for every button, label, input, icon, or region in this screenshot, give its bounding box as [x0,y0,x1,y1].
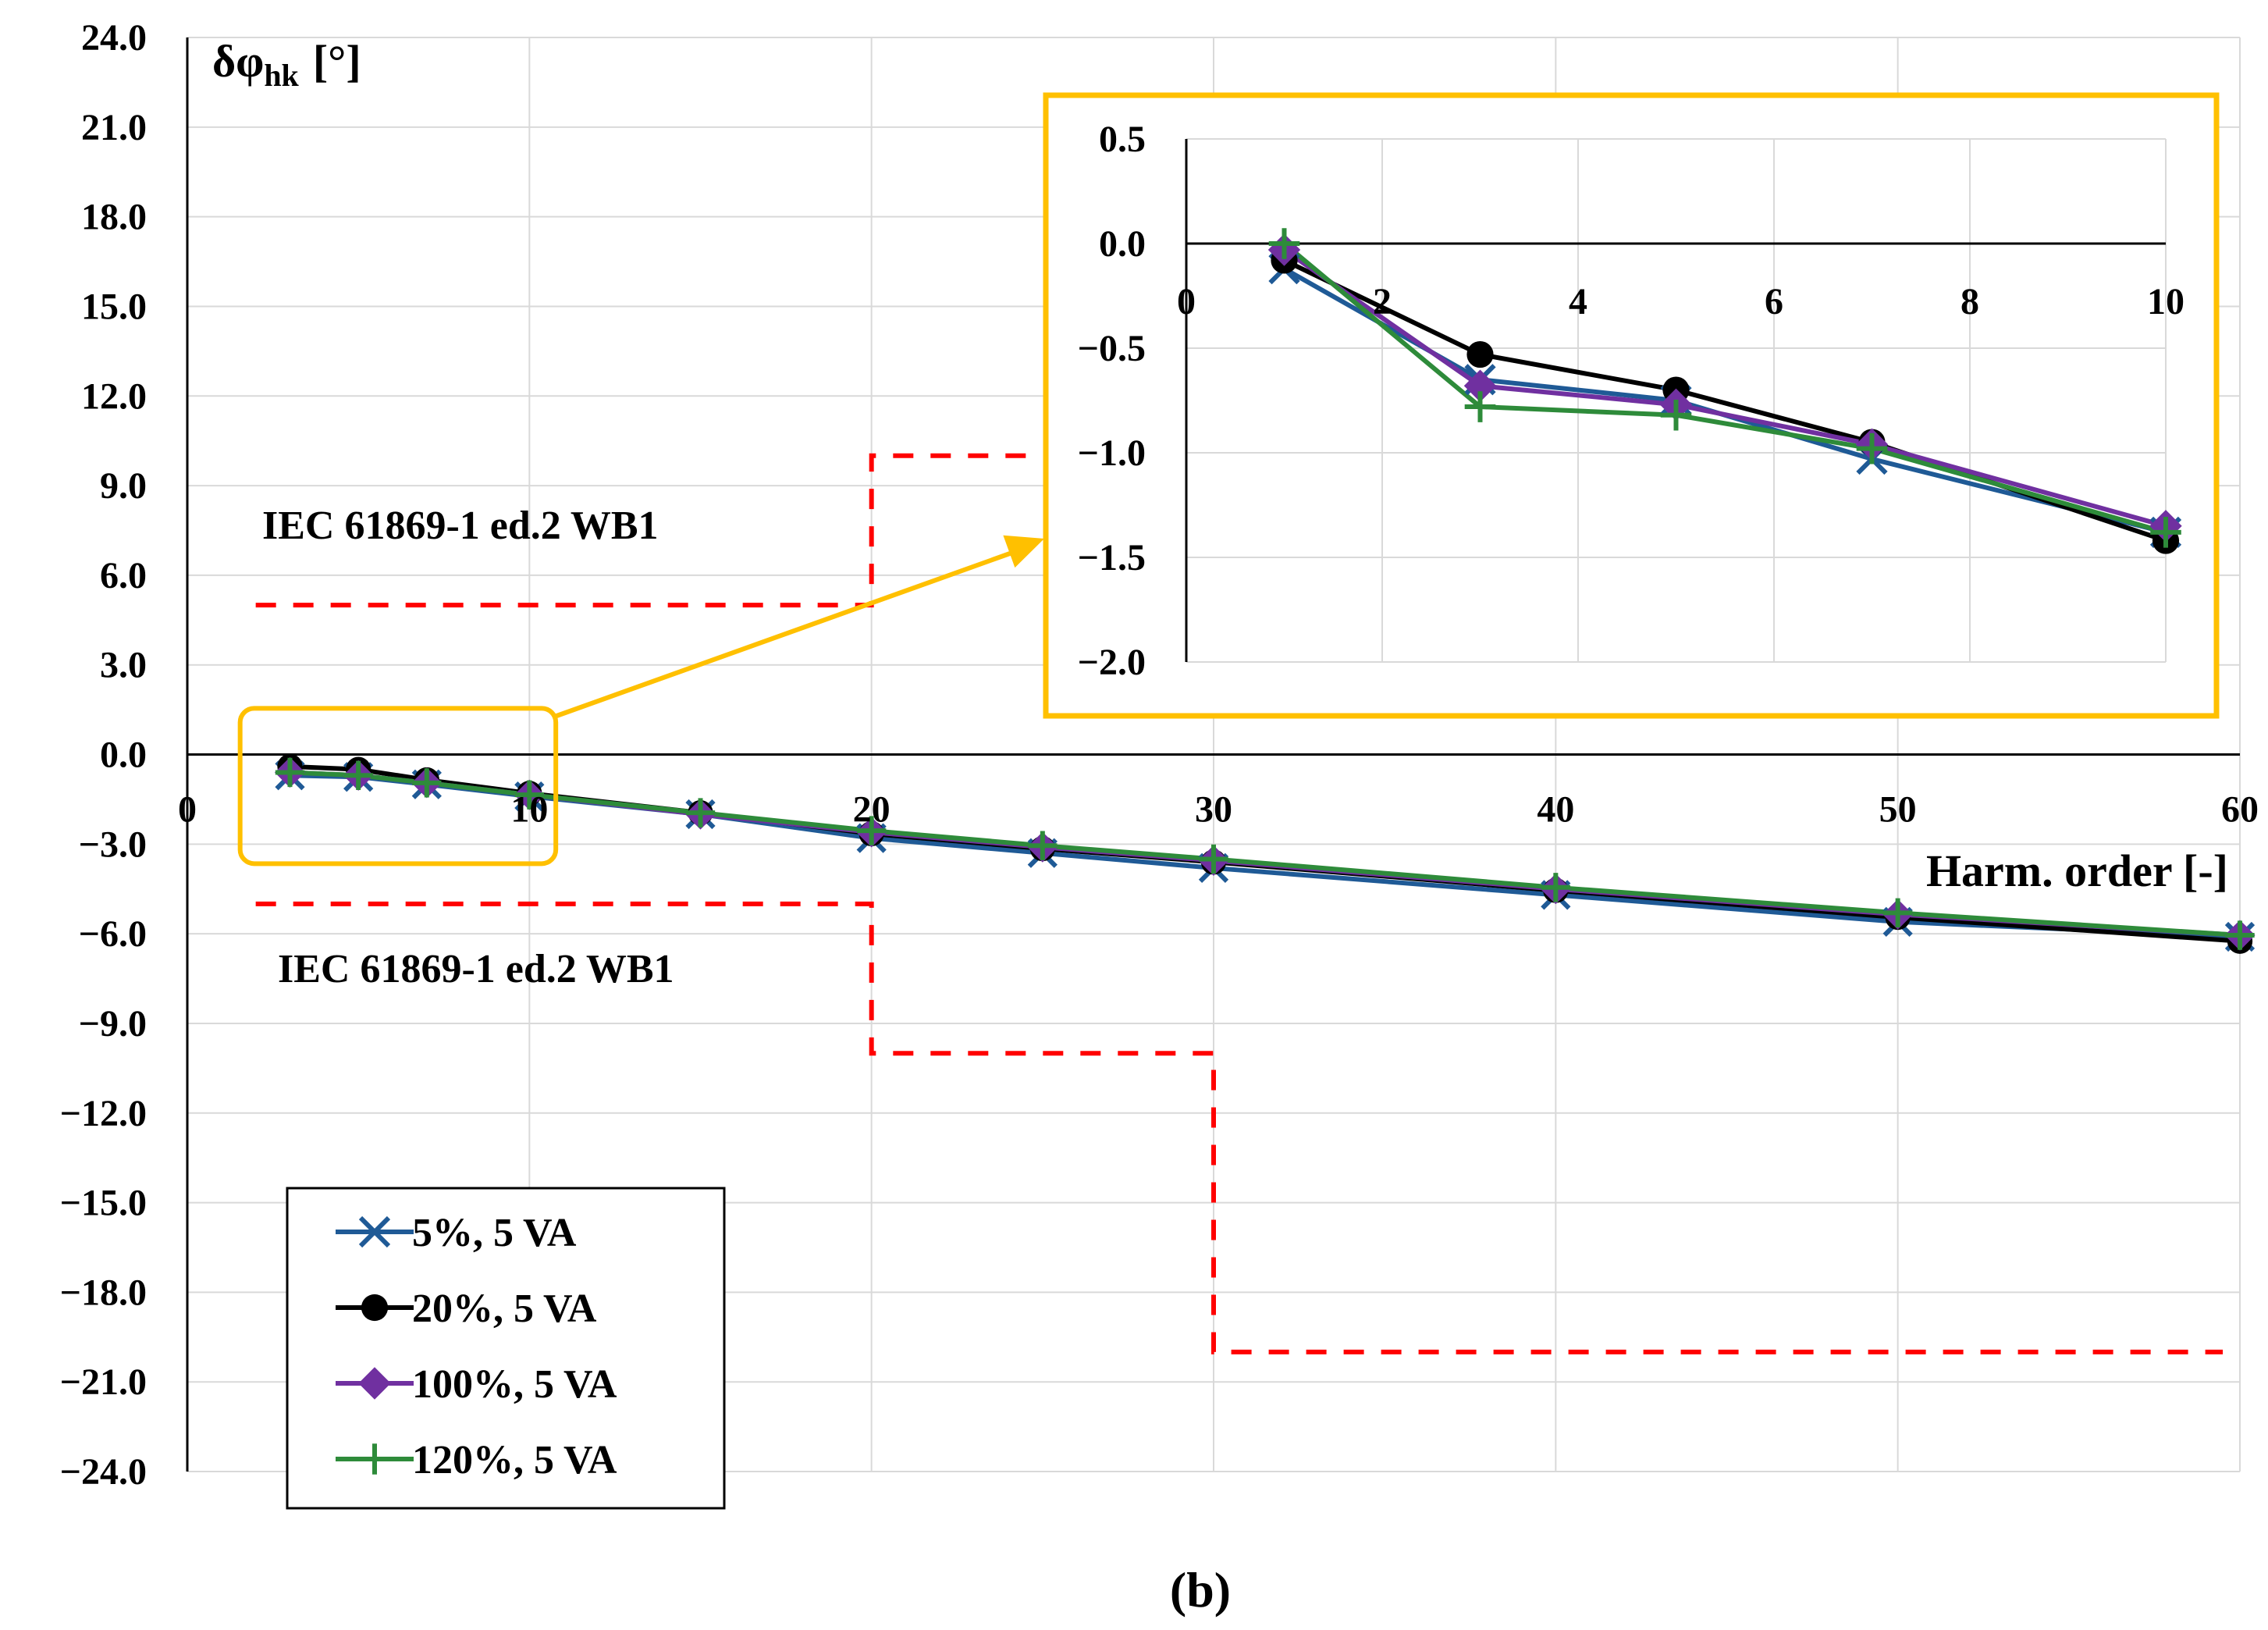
inset-y-tick-label: −0.5 [1078,328,1146,369]
x-tick-label: 50 [1879,789,1917,831]
limit-lines [255,453,2224,1354]
inset-data-point [1464,391,1496,422]
legend-label: 20%, 5 VA [412,1287,597,1331]
y-tick-label: 0.0 [100,735,147,776]
data-point [2225,920,2255,950]
inset-y-tick-label: −1.0 [1078,432,1146,474]
inset-y-tick-label: 0.5 [1099,119,1146,160]
y-tick-label: 6.0 [100,555,147,596]
y-tick-label: 9.0 [100,465,147,507]
data-point [856,816,887,845]
data-point [1541,873,1571,902]
legend-item: 20%, 5 VA [336,1287,597,1331]
inset-data-point [2150,517,2181,548]
limit-line-lower [255,901,2224,1354]
zoom-arrow-line [555,547,1022,719]
x-tick-label: 30 [1195,789,1232,831]
data-point [1028,831,1058,860]
legend-item: 120%, 5 VA [336,1438,617,1482]
data-point [343,760,373,790]
inset-tick-labels: 0.5 0.0 −0.5 −1.0 −1.5 −2.0 0 2 4 6 8 10 [1078,119,2184,683]
y-tick-label: −15.0 [60,1183,147,1224]
legend-swatch-marker [358,1215,391,1248]
data-point [1882,898,1913,928]
main-tick-labels: 24.0 21.0 18.0 15.0 12.0 9.0 6.0 3.0 0.0 −3.0 −6.0… [60,17,2259,1493]
zoom-highlight [237,535,1044,867]
inset-y-tick-label: −2.0 [1078,642,1146,683]
x-tick-label: 40 [1537,789,1574,831]
y-tick-label: 24.0 [81,17,147,59]
y-tick-label: 3.0 [100,645,147,686]
y-tick-label: 21.0 [81,107,147,148]
x-tick-label: 10 [510,789,548,831]
inset-data-point [1856,432,1888,464]
inset-y-tick-label: 0.0 [1099,223,1146,265]
legend-label: 100%, 5 VA [412,1362,617,1407]
inset-series [1267,228,2182,554]
data-point [685,798,716,827]
y-axis-title: δφhk [°] [212,36,361,93]
inset-x-tick-label: 4 [1569,281,1587,322]
inset-x-tick-label: 0 [1177,281,1196,322]
x-tick-label: 20 [853,789,890,831]
limit-line-upper [255,453,1043,608]
x-axis-title: Harm. order [-] [1926,845,2228,896]
inset-y-tick-label: −1.5 [1078,537,1146,578]
inset-x-tick-label: 8 [1961,281,1979,322]
inset-x-tick-label: 2 [1373,281,1392,322]
data-point [412,768,442,798]
x-tick-label: 0 [178,789,197,831]
inset-data-point [1463,369,1497,402]
inset-x-tick-label: 10 [2147,281,2184,322]
legend-label: 5%, 5 VA [412,1211,577,1255]
data-point [1199,844,1228,874]
legend: 5%, 5 VA 20%, 5 VA 100%, 5 VA 120%, 5 VA [286,1187,726,1510]
legend-swatch-marker [358,1367,391,1400]
y-tick-label: −9.0 [79,1003,147,1045]
data-point [514,780,545,810]
y-tick-label: 18.0 [81,197,147,238]
legend-label: 120%, 5 VA [412,1438,617,1482]
inset-data-point [1268,228,1300,259]
y-tick-label: −21.0 [60,1361,147,1403]
figure-caption: (b) [1170,1562,1231,1618]
inset-data-point [1466,340,1494,368]
legend-swatch-marker [359,1443,390,1475]
y-tick-label: −3.0 [79,824,147,865]
legend-frame [286,1187,726,1510]
inset-chart: 0.5 0.0 −0.5 −1.0 −1.5 −2.0 0 2 4 6 8 10 [1043,92,2220,719]
inset-data-point [1660,399,1692,431]
inset-x-tick-label: 6 [1765,281,1783,322]
legend-swatch-marker [361,1294,389,1322]
y-tick-label: 15.0 [81,286,147,327]
limit-label-lower: IEC 61869-1 ed.2 WB1 [278,947,674,991]
y-tick-label: −6.0 [79,913,147,955]
zoom-arrow-head [1003,535,1044,568]
limit-label-upper: IEC 61869-1 ed.2 WB1 [262,504,659,548]
inset-axes [1185,139,2166,662]
data-point [275,757,305,788]
inset-frame [1043,92,2220,719]
legend-item: 100%, 5 VA [336,1362,617,1407]
y-tick-label: −12.0 [60,1093,147,1134]
zoom-box [237,706,559,867]
main-series [274,753,2256,954]
y-tick-label: −18.0 [60,1272,147,1313]
y-tick-label: 12.0 [81,375,147,417]
legend-item: 5%, 5 VA [336,1211,577,1255]
main-axes [186,37,2240,1472]
x-tick-label: 60 [2221,789,2259,831]
y-tick-label: −24.0 [60,1451,147,1493]
